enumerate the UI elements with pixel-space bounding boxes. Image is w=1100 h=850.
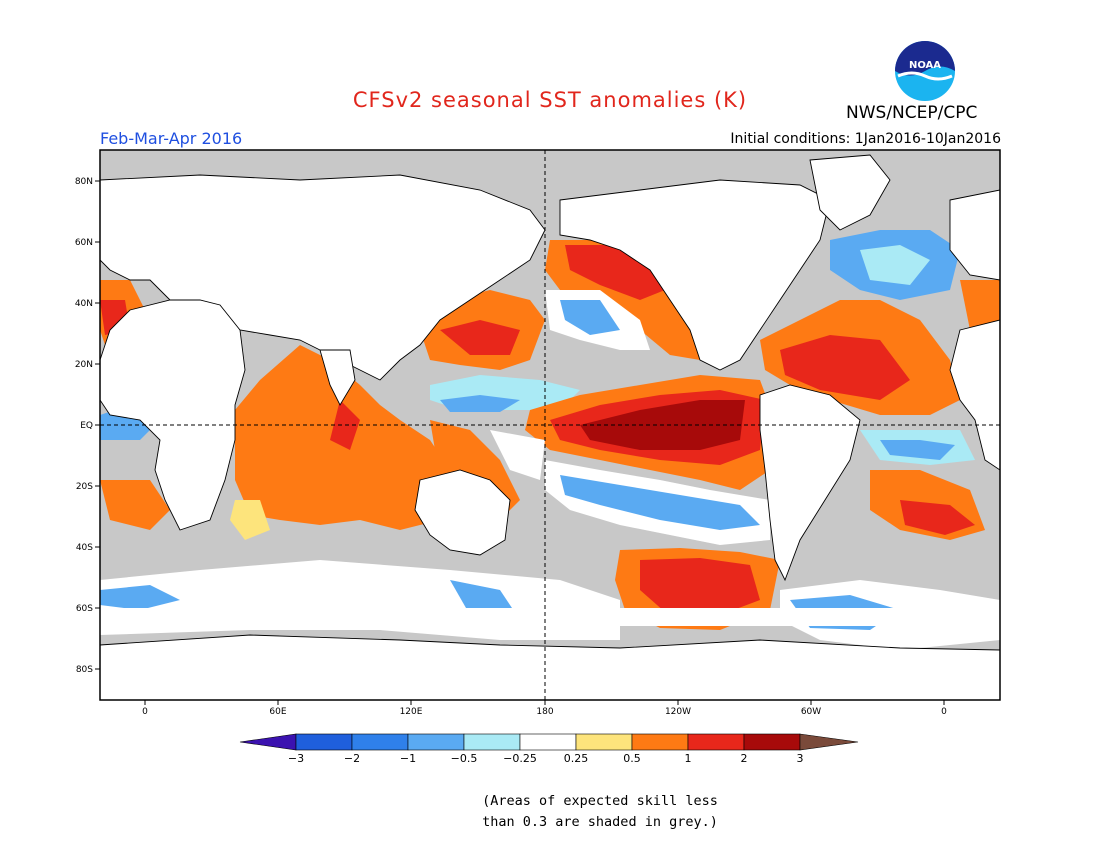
colorbar-label: −0.5 bbox=[451, 752, 478, 765]
lat-label: 60N bbox=[75, 238, 93, 248]
lon-label: 0 bbox=[941, 707, 947, 717]
lat-label: 40S bbox=[76, 543, 93, 553]
lon-label: 60W bbox=[801, 707, 821, 717]
colorbar-label: 2 bbox=[741, 752, 748, 765]
organization-label: NWS/NCEP/CPC bbox=[846, 103, 978, 123]
initial-conditions: Initial conditions: 1Jan2016-10Jan2016 bbox=[730, 131, 1001, 147]
colorbar-label: −1 bbox=[400, 752, 416, 765]
longitude-axis: 0 60E 120E 180 120W 60W 0 bbox=[142, 700, 947, 717]
lon-label: 120E bbox=[400, 707, 423, 717]
lat-label: 40N bbox=[75, 299, 93, 309]
colorbar-swatch bbox=[519, 733, 577, 751]
lat-label: 20S bbox=[76, 482, 93, 492]
skill-note-line: (Areas of expected skill less bbox=[482, 793, 718, 809]
colorbar-label: 0.5 bbox=[623, 752, 641, 765]
lon-label: 180 bbox=[536, 707, 553, 717]
colorbar-label: −2 bbox=[344, 752, 360, 765]
colorbar-extend-low bbox=[239, 733, 297, 751]
colorbar-swatch bbox=[295, 733, 353, 751]
forecast-period: Feb-Mar-Apr 2016 bbox=[100, 129, 243, 148]
colorbar-swatch bbox=[463, 733, 521, 751]
lon-label: 60E bbox=[269, 707, 286, 717]
lat-label: 60S bbox=[76, 604, 93, 614]
lon-label: 0 bbox=[142, 707, 148, 717]
noaa-logo-text: NOAA bbox=[909, 60, 941, 71]
colorbar-label: 0.25 bbox=[564, 752, 589, 765]
continent-outlines bbox=[100, 154, 1000, 700]
latitude-axis: 80N 60N 40N 20N EQ 20S 40S 60S 80S bbox=[75, 177, 100, 675]
noaa-logo: NOAA bbox=[894, 40, 956, 106]
skill-note: (Areas of expected skill less than 0.3 a… bbox=[470, 791, 730, 833]
lat-label: EQ bbox=[80, 421, 93, 431]
colorbar-label: 1 bbox=[685, 752, 692, 765]
lon-label: 120W bbox=[665, 707, 691, 717]
colorbar-label: −0.25 bbox=[503, 752, 537, 765]
colorbar-swatch bbox=[407, 733, 465, 751]
colorbar-swatches bbox=[239, 733, 859, 751]
lat-label: 80S bbox=[76, 665, 93, 675]
skill-note-line: than 0.3 are shaded in grey.) bbox=[482, 814, 718, 830]
colorbar-swatch bbox=[743, 733, 801, 751]
colorbar-swatch bbox=[631, 733, 689, 751]
colorbar-label: −3 bbox=[288, 752, 304, 765]
colorbar-swatch bbox=[687, 733, 745, 751]
colorbar-swatch bbox=[351, 733, 409, 751]
lat-label: 20N bbox=[75, 360, 93, 370]
colorbar-labels: −3 −2 −1 −0.5 −0.25 0.25 0.5 1 2 3 bbox=[288, 752, 804, 765]
colorbar-swatch bbox=[575, 733, 633, 751]
lat-label: 80N bbox=[75, 177, 93, 187]
map-title: CFSv2 seasonal SST anomalies (K) bbox=[352, 88, 748, 112]
colorbar-extend-high bbox=[799, 733, 859, 751]
colorbar-label: 3 bbox=[797, 752, 804, 765]
